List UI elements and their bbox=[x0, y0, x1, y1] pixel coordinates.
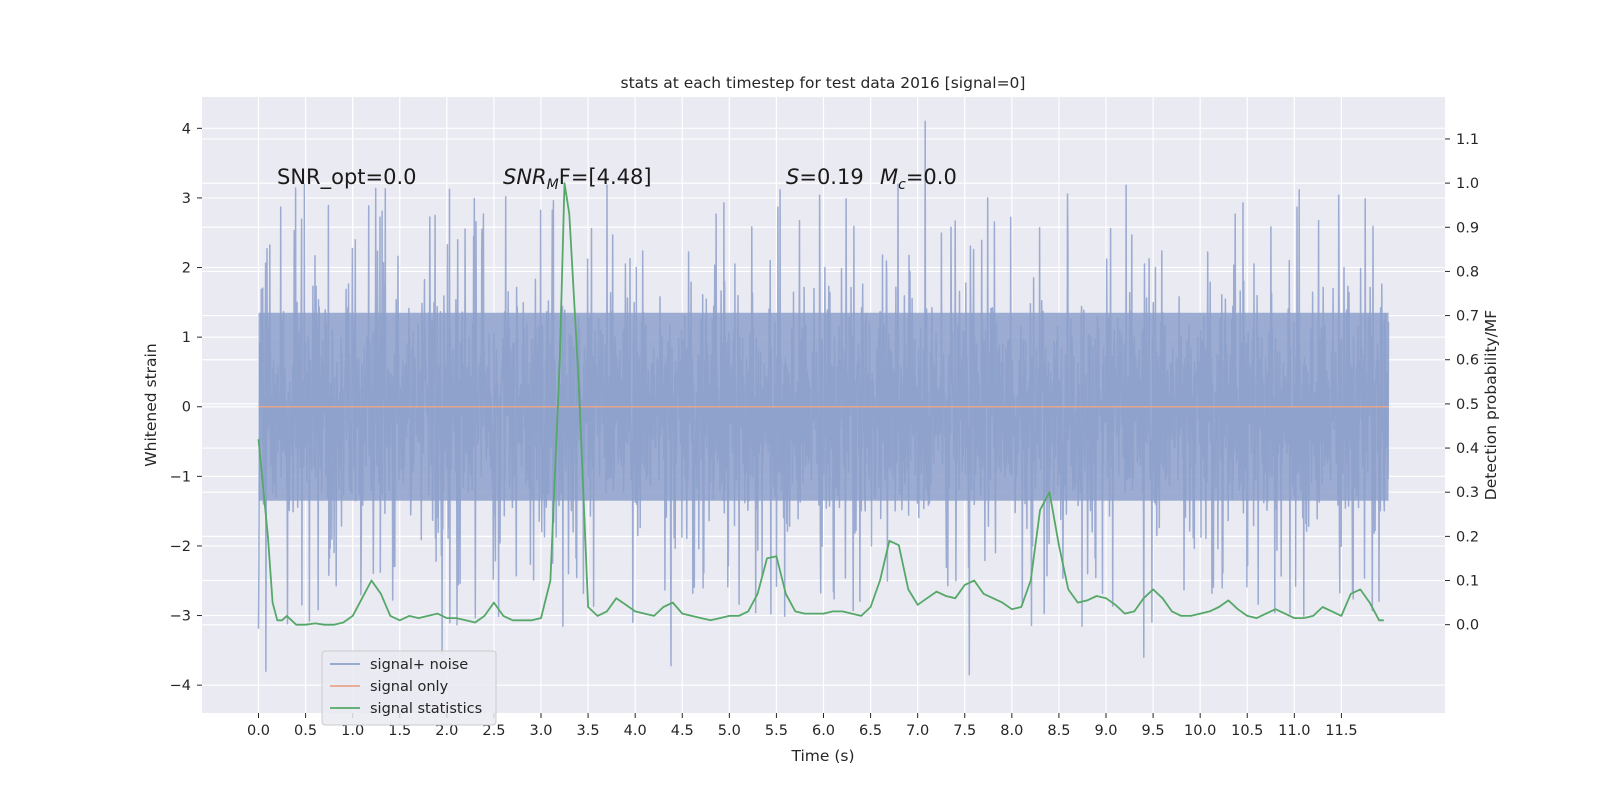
x-tick-label: 10.0 bbox=[1184, 723, 1216, 739]
annotation-mc-sub: c bbox=[898, 177, 906, 193]
x-tick-label: 2.5 bbox=[482, 723, 505, 739]
x-tick-label: 4.5 bbox=[671, 723, 694, 739]
x-tick-label: 6.5 bbox=[859, 723, 882, 739]
y-tick-label: 3 bbox=[182, 191, 191, 207]
x-tick-label: 3.0 bbox=[529, 723, 552, 739]
x-tick-label: 1.5 bbox=[388, 723, 411, 739]
annotation-snr-mf-name: SNR bbox=[503, 165, 547, 189]
annotation-mc-name: M bbox=[880, 165, 898, 189]
y2-tick-label: 0.7 bbox=[1456, 309, 1479, 325]
chart-title: stats at each timestep for test data 201… bbox=[621, 74, 1026, 92]
y2-tick-label: 1.0 bbox=[1456, 176, 1479, 192]
x-tick-label: 3.5 bbox=[577, 723, 600, 739]
y-tick-label: −2 bbox=[170, 539, 191, 555]
y2-tick-label: 0.8 bbox=[1456, 264, 1479, 280]
y2-axis-label: Detection probability/MF bbox=[1482, 310, 1500, 501]
x-tick-label: 6.0 bbox=[812, 723, 835, 739]
y-tick-label: 4 bbox=[182, 121, 191, 137]
annotation-snr-mf-sub: M bbox=[547, 177, 559, 193]
annotation-mc-value: =0.0 bbox=[906, 165, 957, 189]
x-tick-label: 2.0 bbox=[435, 723, 458, 739]
y-axis-right: 0.0 0.1 0.2 0.3 0.4 0.5 0.6 0.7 0.8 0.9 1.0 1.1 bbox=[1445, 132, 1479, 634]
x-axis-label: Time (s) bbox=[790, 747, 854, 765]
annotation-snr-mf-rest: F=[4.48] bbox=[559, 165, 652, 189]
x-axis: 0.0 0.5 1.0 1.5 2.0 2.5 3.0 3.5 4.0 4.5 5.0 5.5 6.0 6… bbox=[247, 713, 1358, 739]
x-tick-label: 5.5 bbox=[765, 723, 788, 739]
legend: signal+ noise signal only signal statist… bbox=[321, 650, 497, 726]
annotation-mc: Mc=0.0 bbox=[880, 165, 957, 193]
x-tick-label: 1.0 bbox=[341, 723, 364, 739]
x-tick-label: 10.5 bbox=[1231, 723, 1263, 739]
y2-tick-label: 1.1 bbox=[1456, 132, 1479, 148]
annotation-snr-opt: SNR_opt=0.0 bbox=[277, 165, 417, 190]
y2-tick-label: 0.6 bbox=[1456, 353, 1479, 369]
y2-tick-label: 0.0 bbox=[1456, 618, 1479, 634]
y2-tick-label: 0.3 bbox=[1456, 485, 1479, 501]
legend-box bbox=[321, 650, 497, 726]
y-axis-left: −4 −3 −2 −1 0 1 2 3 4 bbox=[170, 121, 202, 694]
x-tick-label: 9.0 bbox=[1094, 723, 1117, 739]
y-axis-label: Whitened strain bbox=[142, 343, 160, 466]
annotation-stat: S=0.19 bbox=[786, 165, 864, 189]
x-tick-label: 11.0 bbox=[1278, 723, 1310, 739]
signal-statistics-line bbox=[257, 182, 1384, 626]
annotation-stat-name: S bbox=[786, 165, 799, 189]
annotation-stat-value: =0.19 bbox=[799, 165, 863, 189]
y2-tick-label: 0.4 bbox=[1456, 441, 1479, 457]
annotation-snr-mf: SNRMF=[4.48] bbox=[503, 165, 652, 193]
x-tick-label: 7.5 bbox=[953, 723, 976, 739]
x-tick-label: 11.5 bbox=[1325, 723, 1357, 739]
y2-tick-label: 0.5 bbox=[1456, 397, 1479, 413]
x-tick-label: 4.0 bbox=[624, 723, 647, 739]
y2-tick-label: 0.1 bbox=[1456, 574, 1479, 590]
x-tick-label: 8.0 bbox=[1000, 723, 1023, 739]
series-signal-statistics bbox=[257, 182, 1384, 626]
y2-tick-label: 0.2 bbox=[1456, 529, 1479, 545]
y-tick-label: −4 bbox=[170, 678, 191, 694]
x-tick-label: 0.0 bbox=[247, 723, 270, 739]
legend-label-signal-statistics: signal statistics bbox=[370, 701, 482, 717]
y-tick-label: −3 bbox=[170, 609, 191, 625]
x-tick-label: 0.5 bbox=[294, 723, 317, 739]
y-tick-label: 1 bbox=[182, 330, 191, 346]
y-tick-label: 0 bbox=[182, 400, 191, 416]
x-tick-label: 5.0 bbox=[718, 723, 741, 739]
legend-label-signal-only: signal only bbox=[370, 679, 449, 695]
y2-tick-label: 0.9 bbox=[1456, 220, 1479, 236]
x-tick-label: 7.0 bbox=[906, 723, 929, 739]
y-tick-label: 2 bbox=[182, 261, 191, 277]
y-tick-label: −1 bbox=[170, 469, 191, 485]
x-tick-label: 9.5 bbox=[1142, 723, 1165, 739]
legend-label-signal-noise: signal+ noise bbox=[370, 657, 468, 673]
x-tick-label: 8.5 bbox=[1047, 723, 1070, 739]
plot-area bbox=[202, 97, 1445, 713]
